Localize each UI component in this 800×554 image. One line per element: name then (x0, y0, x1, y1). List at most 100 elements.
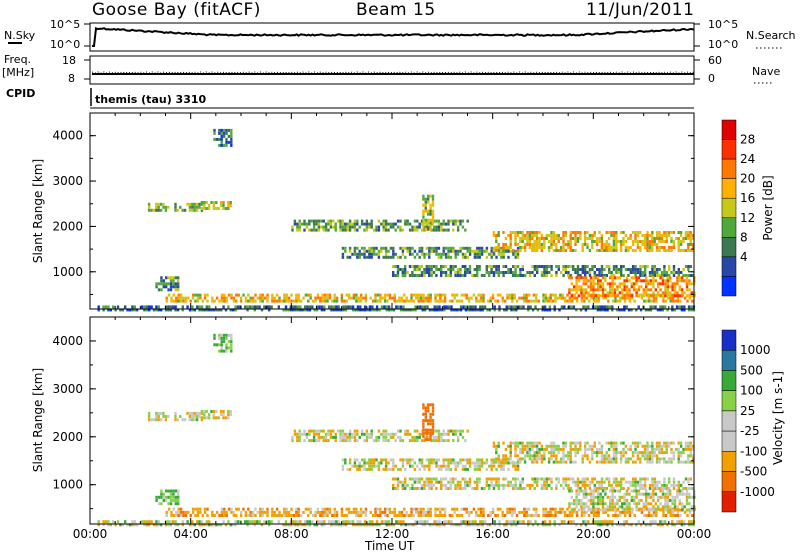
power-cell (222, 305, 225, 309)
velocity-cell (475, 514, 478, 517)
velocity-cell (552, 441, 556, 445)
power-cell (580, 288, 583, 292)
velocity-cell (514, 464, 517, 468)
power-cell (309, 293, 312, 297)
power-cell (540, 265, 544, 268)
power-cell (585, 276, 588, 280)
velocity-cell (593, 451, 596, 455)
power-cell (689, 237, 692, 240)
velocity-cell (659, 520, 662, 524)
velocity-cell (384, 435, 388, 439)
power-cell (408, 274, 412, 277)
power-cell (416, 252, 419, 256)
power-cell (555, 265, 558, 268)
power-cell (584, 268, 587, 271)
power-cell (511, 231, 515, 234)
velocity-cell (634, 477, 637, 481)
velocity-cell (665, 451, 668, 455)
velocity-cell (220, 346, 223, 350)
power-cell (467, 305, 470, 309)
velocity-cell (536, 480, 539, 484)
power-cell (193, 308, 196, 312)
velocity-cell (509, 444, 512, 448)
velocity-cell (290, 514, 293, 517)
velocity-cell (580, 510, 584, 514)
velocity-cell (315, 520, 319, 524)
power-cell (664, 285, 667, 289)
power-cell (438, 305, 441, 309)
velocity-cell (389, 467, 393, 471)
power-cell (428, 308, 432, 312)
power-cell (451, 299, 454, 303)
velocity-cell (251, 514, 255, 517)
power-cell (658, 234, 661, 237)
power-cell (567, 305, 571, 309)
velocity-cell (430, 487, 433, 490)
velocity-cell (296, 520, 300, 524)
velocity-cell (623, 523, 626, 527)
power-cell (391, 296, 394, 300)
power-colorbar-cell (721, 178, 737, 199)
power-cell (618, 285, 621, 289)
velocity-cell (131, 523, 134, 527)
power-cell (294, 305, 297, 309)
velocity-cell (564, 480, 568, 484)
velocity-cell (646, 457, 649, 461)
velocity-cell (107, 520, 110, 524)
power-cell (454, 219, 457, 223)
velocity-cell (569, 477, 572, 481)
velocity-cell (172, 520, 175, 524)
power-cell (501, 299, 504, 303)
velocity-cell (644, 483, 647, 487)
power-cell (416, 225, 419, 229)
velocity-cell (112, 520, 115, 524)
power-cell (307, 299, 310, 303)
velocity-cell (542, 510, 545, 514)
velocity-cell (452, 458, 455, 462)
velocity-cell (575, 510, 579, 514)
power-cell (394, 274, 397, 277)
power-cell (220, 134, 223, 138)
velocity-cell (490, 483, 493, 487)
velocity-cell (423, 467, 426, 471)
velocity-cell (635, 489, 638, 493)
power-cell (406, 219, 409, 223)
velocity-cell (628, 508, 631, 512)
power-cell (406, 271, 409, 274)
power-cell (351, 225, 354, 229)
power-cell (521, 231, 524, 234)
power-cell (546, 308, 549, 312)
power-cell (429, 299, 432, 303)
velocity-cell (607, 441, 611, 445)
power-cell (528, 231, 532, 234)
velocity-cell (380, 461, 383, 465)
velocity-cell (592, 505, 595, 509)
power-cell (678, 279, 681, 283)
velocity-cell (557, 460, 560, 464)
power-cell (500, 271, 503, 274)
power-cell (172, 279, 175, 283)
power-cell (420, 271, 424, 274)
power-cell (658, 274, 661, 277)
power-cell (332, 225, 335, 229)
power-cell (297, 299, 300, 303)
power-colorbar-cell (721, 139, 737, 160)
cpid-text: themis (tau) 3310 (95, 93, 207, 106)
velocity-cell (359, 510, 363, 514)
power-cell (548, 308, 552, 312)
velocity-cell (399, 458, 402, 462)
velocity-cell (457, 523, 460, 527)
power-cell (353, 252, 357, 256)
noise-left-tick-bottom-label: 10^0 (50, 38, 81, 51)
power-cell (356, 246, 359, 250)
power-cell (480, 249, 484, 253)
power-cell (219, 204, 223, 207)
velocity-cell (473, 467, 477, 471)
velocity-cell (583, 451, 587, 455)
velocity-cell (392, 467, 395, 471)
velocity-cell (162, 415, 165, 418)
power-cell (377, 252, 381, 256)
power-cell (476, 274, 479, 277)
power-cell (356, 252, 359, 256)
power-cell (585, 296, 588, 300)
